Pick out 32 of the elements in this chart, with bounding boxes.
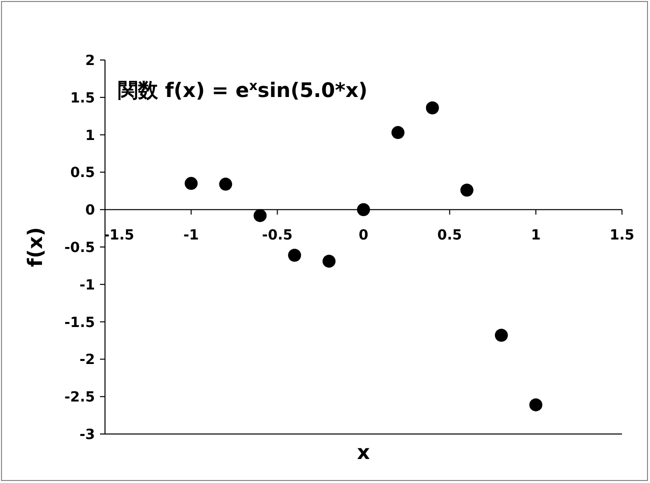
- x-tick-label: 0.5: [437, 228, 462, 244]
- x-tick-label: -1: [183, 228, 199, 244]
- y-tick-label: 0.5: [70, 165, 95, 182]
- text: 関数 f(x) = e$^{x}$sin(5.0*x): [118, 78, 368, 102]
- point: [391, 126, 404, 140]
- y-tick-label: 0: [85, 202, 96, 219]
- point: [357, 203, 370, 216]
- y-axis-title: f(x): [23, 227, 47, 267]
- y-tick-label: 1.5: [70, 90, 95, 106]
- y-tick-label: -1.5: [64, 314, 95, 331]
- point: [219, 178, 232, 191]
- y-tick-label: 2: [85, 53, 95, 69]
- point: [184, 176, 198, 190]
- y-tick-label: -2: [79, 352, 95, 368]
- x-tick-label: -0.5: [262, 228, 293, 244]
- point: [254, 209, 267, 222]
- y-tick-label: -0.5: [64, 240, 95, 256]
- x-axis-title: x: [357, 440, 370, 464]
- point: [288, 248, 302, 262]
- point: [460, 184, 474, 197]
- x-tick-label: 1: [530, 228, 541, 244]
- y-tick-label: -1: [79, 277, 95, 294]
- y-tick-label: -3: [79, 427, 95, 443]
- x-tick-label: 1.5: [610, 228, 634, 244]
- x-tick-label: 0: [358, 228, 369, 244]
- x-tick-label: -1.5: [104, 228, 134, 244]
- point: [529, 398, 542, 412]
- point: [322, 254, 336, 268]
- y-tick-label: 1: [85, 128, 95, 144]
- point: [494, 328, 508, 342]
- point: [426, 101, 439, 114]
- y-tick-label: -2.5: [64, 390, 95, 406]
